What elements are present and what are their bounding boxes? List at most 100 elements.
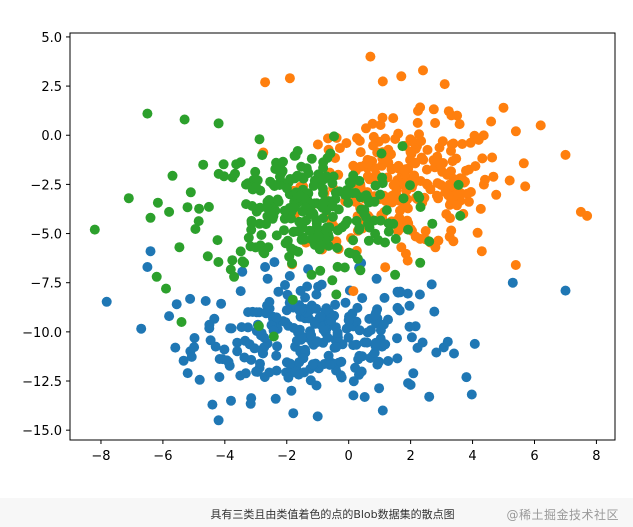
scatter-point bbox=[203, 201, 214, 212]
scatter-point bbox=[332, 261, 343, 272]
scatter-point bbox=[283, 372, 294, 383]
scatter-point bbox=[265, 207, 276, 218]
scatter-point bbox=[252, 366, 263, 377]
scatter-point bbox=[445, 213, 455, 224]
scatter-point bbox=[330, 299, 341, 310]
scatter-point bbox=[185, 187, 196, 198]
x-tick-label: −6 bbox=[153, 449, 172, 464]
scatter-point bbox=[560, 149, 571, 160]
scatter-point bbox=[424, 391, 435, 402]
scatter-point bbox=[386, 195, 397, 206]
scatter-point bbox=[560, 285, 571, 296]
scatter-point bbox=[241, 199, 252, 210]
scatter-point bbox=[421, 164, 432, 175]
y-tick-label: 5.0 bbox=[41, 31, 62, 46]
scatter-point bbox=[374, 356, 384, 367]
scatter-point bbox=[235, 246, 246, 257]
scatter-point bbox=[200, 296, 211, 306]
scatter-point bbox=[295, 190, 306, 201]
scatter-point bbox=[286, 385, 297, 396]
scatter-point bbox=[331, 342, 342, 353]
scatter-point bbox=[362, 337, 373, 348]
scatter-point bbox=[504, 175, 515, 186]
y-tick-label: −15.0 bbox=[22, 424, 62, 439]
scatter-point bbox=[402, 255, 413, 266]
scatter-point bbox=[279, 225, 289, 236]
scatter-point bbox=[393, 226, 403, 236]
scatter-point bbox=[271, 230, 282, 241]
scatter-point bbox=[295, 285, 306, 296]
scatter-point bbox=[431, 190, 442, 201]
scatter-point bbox=[408, 368, 419, 379]
y-axis: 5.0 2.5 0.0 −2.5 −5.0 −7.5 −10.0 −12.5 −15.0 bbox=[22, 31, 70, 439]
scatter-point bbox=[286, 213, 297, 224]
scatter-point bbox=[167, 170, 178, 181]
scatter-point bbox=[304, 225, 315, 236]
scatter-point bbox=[318, 213, 329, 224]
scatter-point bbox=[476, 246, 487, 257]
scatter-point bbox=[193, 216, 204, 227]
scatter-point bbox=[405, 146, 416, 157]
scatter-point bbox=[402, 288, 413, 299]
scatter-point bbox=[340, 297, 351, 308]
scatter-point bbox=[294, 305, 305, 316]
scatter-point bbox=[404, 321, 415, 332]
scatter-point bbox=[235, 157, 246, 168]
scatter-point bbox=[142, 108, 153, 119]
scatter-point bbox=[477, 153, 488, 164]
scatter-point bbox=[362, 158, 373, 169]
scatter-point bbox=[381, 156, 392, 167]
scatter-point bbox=[488, 171, 499, 182]
scatter-point bbox=[316, 240, 327, 251]
scatter-point bbox=[447, 156, 458, 167]
scatter-point bbox=[307, 359, 318, 370]
scatter-point bbox=[368, 131, 379, 142]
y-tick-label: 2.5 bbox=[41, 80, 62, 95]
scatter-point bbox=[317, 202, 328, 213]
scatter-point bbox=[410, 231, 421, 242]
scatter-point bbox=[399, 165, 410, 176]
scatter-point bbox=[378, 319, 389, 330]
scatter-point bbox=[227, 255, 238, 266]
scatter-point bbox=[510, 126, 521, 137]
scatter-point bbox=[190, 224, 201, 234]
scatter-point bbox=[371, 337, 382, 348]
scatter-point bbox=[377, 405, 388, 416]
scatter-point bbox=[218, 159, 229, 170]
scatter-point bbox=[432, 178, 443, 189]
scatter-point bbox=[182, 202, 193, 213]
scatter-point bbox=[377, 112, 388, 123]
scatter-point bbox=[327, 178, 338, 189]
scatter-point bbox=[365, 51, 376, 62]
scatter-point bbox=[352, 302, 363, 313]
scatter-point bbox=[272, 194, 283, 205]
scatter-point bbox=[306, 269, 317, 280]
scatter-point bbox=[288, 408, 299, 419]
scatter-point bbox=[270, 164, 281, 174]
scatter-point bbox=[343, 315, 354, 326]
scatter-point bbox=[345, 178, 356, 189]
scatter-point bbox=[348, 170, 359, 181]
scatter-point bbox=[237, 266, 248, 277]
scatter-point bbox=[247, 306, 258, 317]
scatter-point bbox=[452, 200, 462, 211]
scatter-point bbox=[348, 340, 359, 351]
scatter-point bbox=[407, 136, 418, 147]
scatter-point bbox=[258, 246, 269, 257]
scatter-point bbox=[352, 133, 362, 144]
y-tick-label: −12.5 bbox=[22, 375, 62, 390]
scatter-point bbox=[535, 120, 546, 131]
scatter-point bbox=[364, 174, 375, 185]
scatter-point bbox=[392, 302, 403, 313]
scatter-point bbox=[152, 197, 163, 208]
scatter-point bbox=[396, 71, 407, 82]
figure-caption: 具有三类且由类值着色的点的Blob数据集的散点图 bbox=[210, 508, 455, 521]
scatter-point bbox=[186, 351, 197, 362]
scatter-point bbox=[174, 242, 185, 253]
scatter-point bbox=[425, 184, 436, 195]
y-tick-label: −7.5 bbox=[30, 277, 62, 292]
scatter-point bbox=[390, 233, 401, 244]
scatter-point bbox=[498, 102, 509, 113]
scatter-point bbox=[404, 300, 415, 311]
scatter-point bbox=[345, 248, 356, 259]
